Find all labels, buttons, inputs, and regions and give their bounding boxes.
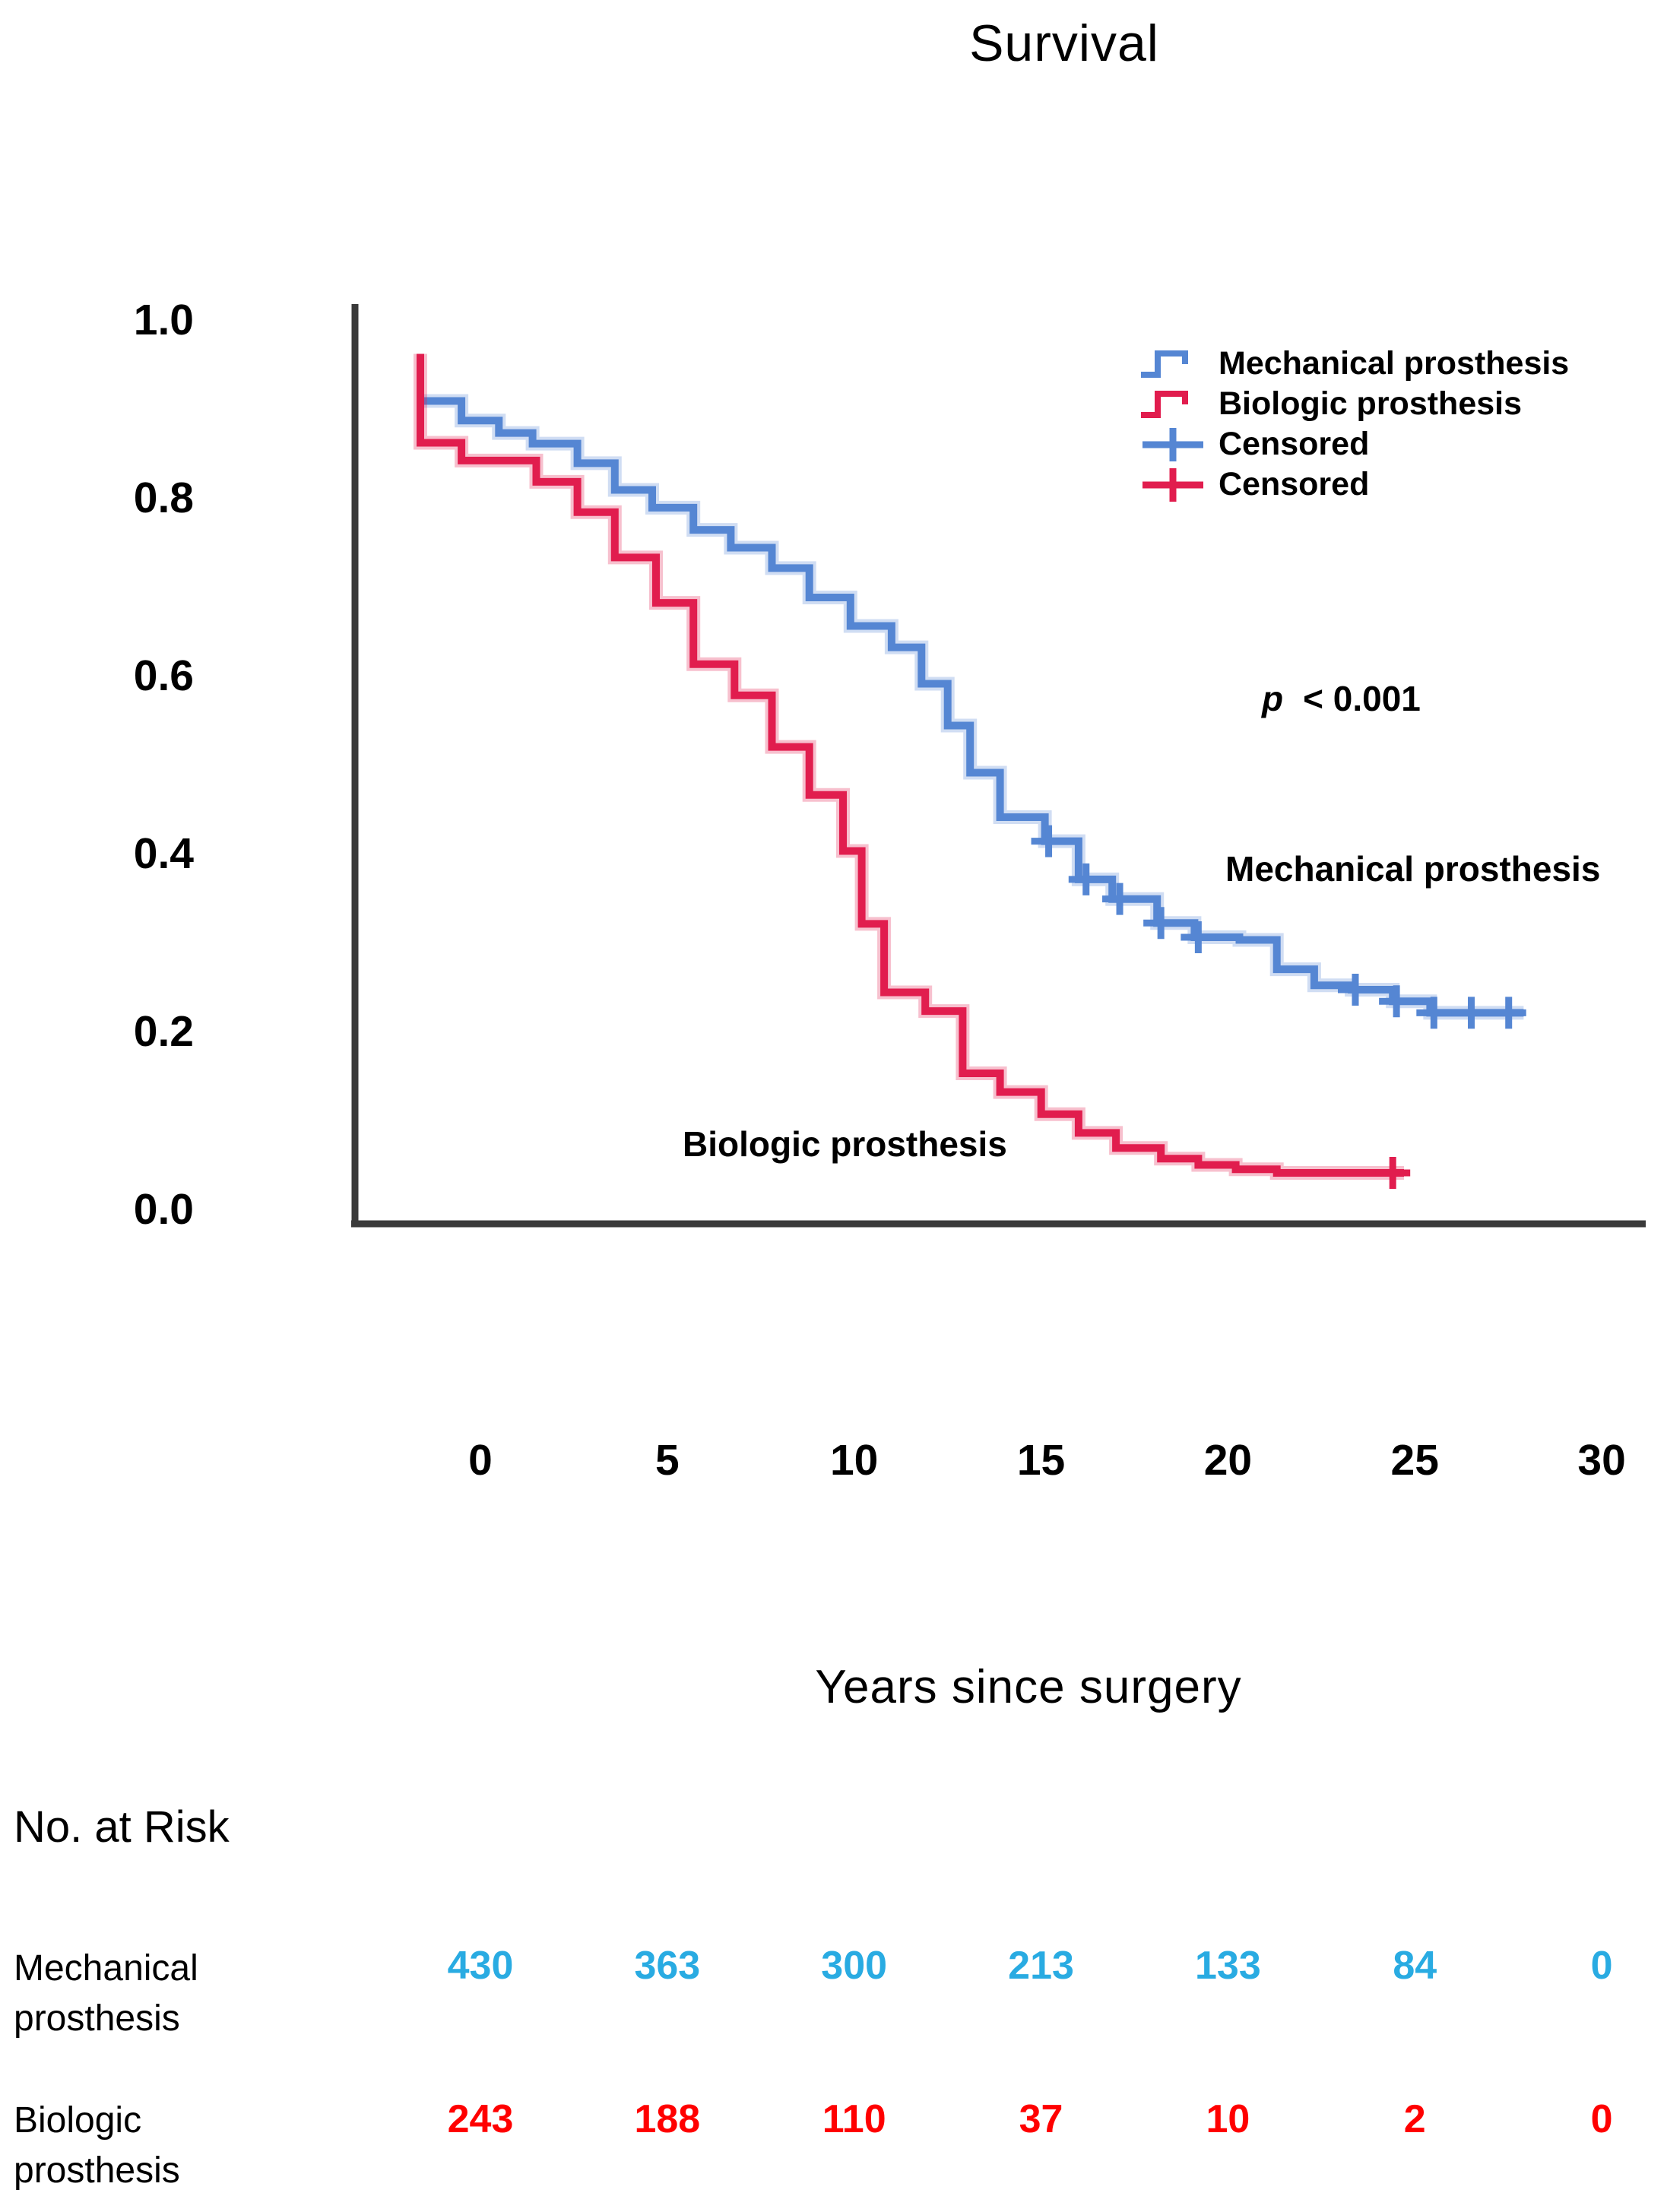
chart-title: Survival [969,14,1159,72]
x-axis-tick-label: 0 [468,1436,493,1485]
risk-value: 2 [1403,2097,1426,2141]
x-axis-tick-label: 25 [1390,1436,1439,1485]
censored-mark-mechanical [1068,863,1104,895]
risk-row-label-line: Biologic [14,2100,142,2141]
x-axis-tick-label: 30 [1577,1436,1626,1485]
km-curve-biologic [417,353,1404,1177]
x-axis-tick-label: 20 [1203,1436,1253,1485]
risk-value: 84 [1393,1944,1437,1988]
step-line-icon [1141,350,1188,378]
risk-value: 430 [447,1944,514,1988]
step-line-icon [1141,390,1188,418]
risk-value: 363 [634,1944,701,1988]
y-axis-tick-label: 0.4 [133,829,194,878]
legend-item: Censored [1138,424,1569,464]
legend-item: Censored [1138,464,1569,505]
censored-mark-mechanical [1143,907,1179,940]
censored-mark-mechanical [1416,997,1452,1029]
censored-mark-mechanical [1453,997,1489,1029]
censored-mark-mechanical [1338,974,1373,1006]
risk-row-label-biologic: Biologic prosthesis [14,2103,180,2189]
biologic-curve-label: Biologic prosthesis [683,1124,1007,1164]
risk-value: 10 [1206,2097,1250,2141]
legend-label: Mechanical prosthesis [1219,345,1570,382]
plus-censored-icon [1142,427,1203,461]
legend-item: Biologic prosthesis [1138,384,1569,424]
mechanical-curve-label: Mechanical prosthesis [1225,849,1601,889]
censored-mark-mechanical [1491,997,1526,1029]
x-axis-tick-label: 15 [1016,1436,1066,1485]
y-axis-tick-label: 0.8 [133,474,194,522]
p-value-text: < 0.001 [1303,679,1421,718]
y-axis-tick-label: 0.2 [133,1007,194,1056]
legend-label: Censored [1219,466,1370,502]
x-axis-title: Years since surgery [815,1661,1242,1713]
risk-value: 110 [822,2097,886,2141]
risk-row-label-line: prosthesis [14,1998,180,2039]
risk-value: 0 [1590,2097,1613,2141]
legend: Mechanical prosthesis Biologic prosthesis… [1138,344,1569,505]
censored-mark-mechanical [1102,883,1138,915]
censored-mark-mechanical [1031,825,1066,857]
risk-value: 37 [1019,2097,1063,2141]
risk-value: 213 [1008,1944,1074,1988]
x-axis-tick-label: 5 [654,1436,680,1485]
risk-table-heading: No. at Risk [14,1802,230,1852]
censored-mark-mechanical [1379,985,1415,1018]
risk-value: 243 [447,2097,514,2141]
legend-item: Mechanical prosthesis [1138,344,1569,384]
y-axis-tick-label: 0.0 [133,1185,194,1234]
risk-row-label-line: Mechanical [14,1948,198,1989]
risk-value: 133 [1195,1944,1261,1988]
x-axis-tick-label: 10 [829,1436,879,1485]
censored-mark-mechanical [1181,921,1216,953]
risk-value: 300 [821,1944,888,1988]
legend-label: Censored [1219,426,1370,462]
legend-label: Biologic prosthesis [1219,385,1523,422]
risk-value: 0 [1590,1944,1613,1988]
y-axis-tick-label: 0.6 [133,651,194,700]
y-axis-tick-label: 1.0 [133,296,194,344]
km-curve-mechanical [420,397,1524,1017]
censored-mark-biologic [1375,1157,1411,1190]
risk-value: 188 [634,2097,701,2141]
p-value-annotation: p < 0.001 [1262,678,1421,719]
risk-row-label-mechanical: Mechanical prosthesis [14,1951,198,2037]
plus-censored-icon [1142,467,1203,502]
p-symbol: p [1262,679,1284,718]
risk-row-label-line: prosthesis [14,2150,180,2191]
